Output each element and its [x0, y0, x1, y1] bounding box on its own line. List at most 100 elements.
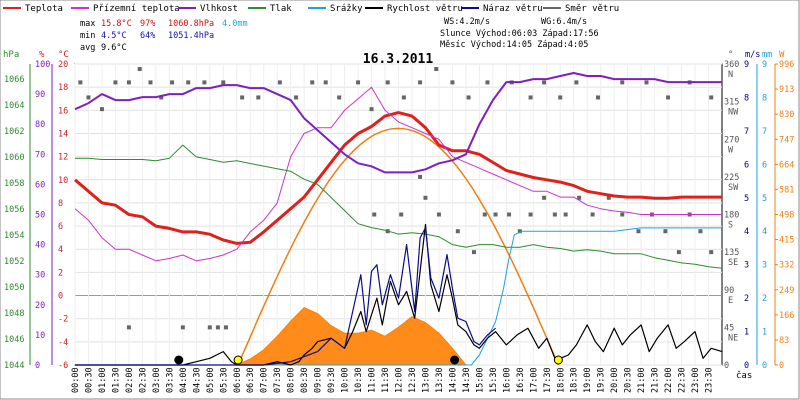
- rain-tick: 6: [762, 160, 767, 170]
- marker-sunrise: [233, 355, 243, 365]
- wind-direction-point: [595, 95, 600, 100]
- wind-direction-point: [99, 107, 104, 112]
- x-tick: 03:30: [165, 367, 175, 393]
- rain-tick: 3: [762, 261, 767, 271]
- wind-direction-point: [277, 80, 282, 85]
- temperature-tick: 6: [58, 222, 63, 232]
- wind-direction-point: [221, 80, 226, 85]
- wind-direction-point: [418, 80, 423, 85]
- wind-direction-point: [606, 195, 611, 200]
- wind-direction-point: [558, 95, 563, 100]
- stats-temp: 4.5°C: [101, 31, 127, 41]
- x-tick: 00:00: [71, 367, 81, 393]
- wind-direction-point: [698, 229, 703, 234]
- x-tick: 11:30: [381, 367, 391, 393]
- stats-rain: 4.0mm: [222, 19, 248, 29]
- wind-dir-label: SE: [728, 258, 738, 268]
- wind-direction-point: [385, 80, 390, 85]
- marker-moonrise: [450, 355, 460, 365]
- stats-sun: Slunce Východ:06:03 Západ:17:56: [440, 29, 599, 39]
- solar-tick: 996: [779, 60, 794, 70]
- x-tick: 11:00: [368, 367, 378, 393]
- wind-direction-point: [310, 80, 315, 85]
- stats-humidity: 64%: [140, 31, 155, 41]
- solar-axis-label: W: [779, 50, 785, 60]
- temperature-tick: 18: [58, 83, 68, 93]
- wind-direction-point: [574, 80, 579, 85]
- pressure-tick: 1048: [4, 309, 24, 319]
- wind-speed-tick: 6: [744, 160, 749, 170]
- wind-direction-point: [466, 95, 471, 100]
- pressure-tick: 1064: [4, 101, 24, 111]
- wind-direction-point: [542, 195, 547, 200]
- wind-direction-point: [148, 80, 153, 85]
- pressure-tick: 1054: [4, 231, 24, 241]
- solar-tick: 830: [779, 110, 794, 120]
- x-axis-label: čas: [736, 370, 752, 381]
- x-tick: 16:30: [516, 367, 526, 393]
- series-line: [74, 111, 722, 245]
- stats-block: max 15.8°C 97% 1060.8hPa 4.0mm min 4.5°C 64% 105…: [80, 17, 599, 53]
- x-tick: 19:30: [597, 367, 607, 393]
- wind-speed-tick: 3: [744, 261, 749, 271]
- x-tick: 23:30: [705, 367, 715, 393]
- rain-axis-label: mm: [762, 50, 772, 60]
- wind-dir-tick: 270: [724, 135, 739, 145]
- x-tick: 02:00: [125, 367, 135, 393]
- wind-direction-point: [372, 212, 377, 217]
- wind-speed-tick: 0: [744, 361, 749, 371]
- wind-dir-label: N: [728, 70, 733, 80]
- humidity-tick: 30: [35, 271, 45, 281]
- wind-dir-label: SW: [728, 183, 739, 193]
- wind-direction-point: [709, 250, 714, 255]
- stats-temp: 9.6°C: [101, 43, 127, 53]
- solar-tick: 415: [779, 236, 794, 246]
- wind-direction-point: [399, 212, 404, 217]
- x-tick: 23:00: [691, 367, 701, 393]
- wind-dir-tick: 45: [724, 323, 734, 333]
- temperature-tick: 16: [58, 106, 68, 116]
- pressure-tick: 1046: [4, 335, 24, 345]
- wind-dir-label: NE: [728, 333, 738, 343]
- x-tick: 02:30: [138, 367, 148, 393]
- pressure-tick: 1058: [4, 179, 24, 189]
- wind-dir-tick: 225: [724, 173, 739, 183]
- series-line: [75, 144, 723, 269]
- legend-label: Vlhkost: [200, 4, 238, 14]
- wind-direction-point: [256, 95, 261, 100]
- series-line: [75, 227, 722, 366]
- wind-direction-point: [434, 67, 439, 72]
- wind-direction-point: [170, 80, 175, 85]
- stats-pressure: 1060.8hPa: [168, 19, 214, 29]
- x-tick: 10:00: [341, 367, 351, 393]
- x-tick: 20:00: [610, 367, 620, 393]
- legend-label: Směr větru: [565, 4, 619, 14]
- legend-label: Srážky: [330, 4, 363, 14]
- solar-tick: 332: [779, 261, 794, 271]
- wind-dir-label: NW: [728, 108, 739, 118]
- humidity-tick: 90: [35, 90, 45, 100]
- x-tick: 07:30: [273, 367, 283, 393]
- x-tick: 12:00: [395, 367, 405, 393]
- series-line: [74, 72, 722, 174]
- x-tick: 22:30: [678, 367, 688, 393]
- humidity-tick: 40: [35, 241, 45, 251]
- x-tick: 01:00: [98, 367, 108, 393]
- marker-sunset: [553, 355, 563, 365]
- legend-label: Tlak: [270, 4, 292, 14]
- wind-direction-point: [552, 212, 557, 217]
- rain-tick: 7: [762, 127, 767, 137]
- x-tick: 21:30: [651, 367, 661, 393]
- humidity-tick: 50: [35, 211, 45, 221]
- wind-speed-tick: 7: [744, 127, 749, 137]
- stats-moon: Měsíc Východ:14:05 Západ:4:05: [440, 40, 588, 50]
- temperature-tick: 12: [58, 153, 68, 163]
- pressure-tick: 1066: [4, 75, 24, 85]
- stats-row-label: max: [80, 19, 95, 29]
- temperature-tick: 14: [58, 129, 68, 139]
- x-tick: 05:00: [206, 367, 216, 393]
- wind-direction-point: [113, 80, 118, 85]
- x-tick: 19:00: [583, 367, 593, 393]
- wind-direction-point: [485, 80, 490, 85]
